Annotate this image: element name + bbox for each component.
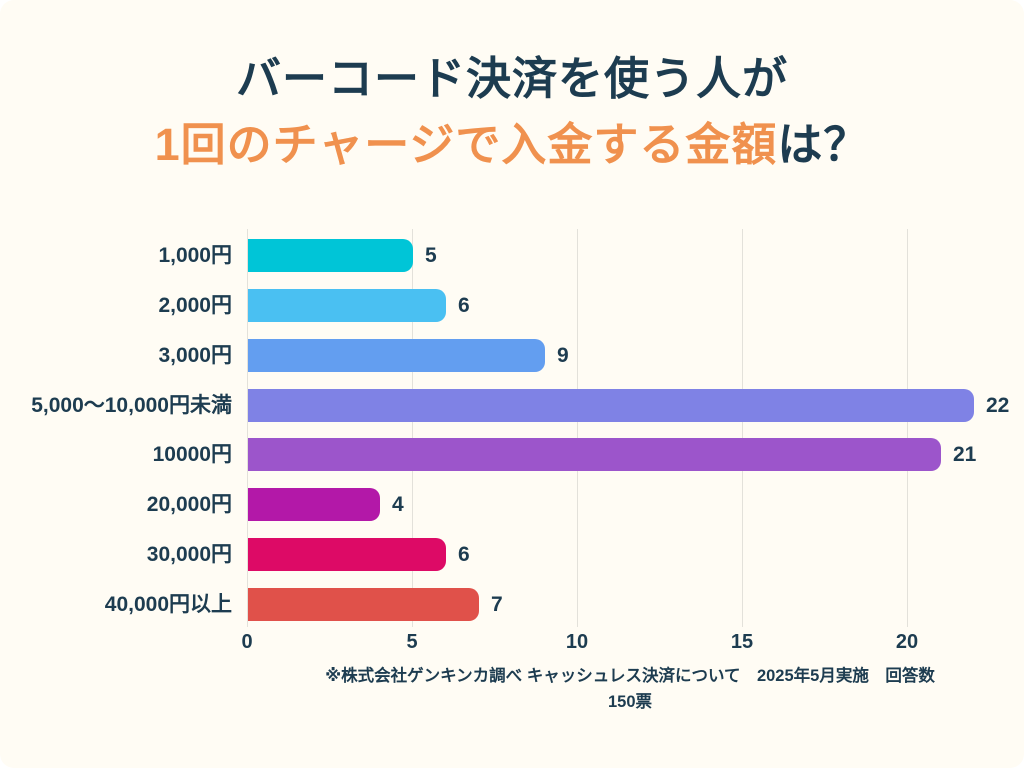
bar-value-1: 6 [458, 294, 470, 317]
category-label-2: 3,000円 [158, 344, 232, 367]
title-line-2: 1回のチャージで入金する金額は？ [0, 112, 1024, 178]
source-line-2: 150票 [607, 693, 653, 711]
gridline-x-0 [247, 229, 248, 627]
x-axis-tick-15: 15 [730, 631, 754, 653]
category-label-0: 1,000円 [158, 244, 232, 267]
x-axis-tick-10: 10 [565, 631, 589, 653]
bar-value-0: 5 [425, 244, 437, 267]
bar-value-4: 21 [953, 443, 977, 466]
bar-7 [248, 588, 479, 621]
bar-value-2: 9 [557, 344, 569, 367]
title-suffix-text: は？ [777, 119, 870, 170]
bar-6 [248, 538, 446, 571]
bar-value-6: 6 [458, 543, 470, 566]
source-line-1: ※株式会社ゲンキンカ調べ キャッシュレス決済について 2025年5月実施 回答数 [325, 667, 935, 685]
category-label-6: 30,000円 [146, 543, 232, 566]
category-label-7: 40,000円以上 [104, 593, 232, 616]
gridline-x-20 [907, 229, 908, 627]
bar-value-3: 22 [986, 394, 1010, 417]
gridline-x-5 [412, 229, 413, 627]
x-axis-tick-0: 0 [241, 631, 253, 653]
bar-0 [248, 239, 413, 272]
bar-1 [248, 289, 446, 322]
category-label-4: 10000円 [152, 443, 232, 466]
title-highlight-text: 1回のチャージで入金する金額 [154, 119, 778, 170]
bar-3 [248, 389, 974, 422]
category-label-1: 2,000円 [158, 294, 232, 317]
bar-4 [248, 438, 941, 471]
bar-5 [248, 488, 380, 521]
title-line-1: バーコード決済を使う人が [235, 53, 788, 104]
gridline-x-15 [742, 229, 743, 627]
gridline-x-10 [577, 229, 578, 627]
category-label-5: 20,000円 [146, 493, 232, 516]
chart-title: バーコード決済を使う人が 1回のチャージで入金する金額は？ [0, 46, 1024, 178]
x-axis-tick-20: 20 [895, 631, 919, 653]
bar-2 [248, 339, 545, 372]
bar-value-7: 7 [491, 593, 503, 616]
category-label-3: 5,000〜10,000円未満 [31, 394, 232, 417]
x-axis-tick-5: 5 [406, 631, 418, 653]
source-note: ※株式会社ゲンキンカ調べ キャッシュレス決済について 2025年5月実施 回答数… [230, 663, 1024, 715]
bar-value-5: 4 [392, 493, 404, 516]
